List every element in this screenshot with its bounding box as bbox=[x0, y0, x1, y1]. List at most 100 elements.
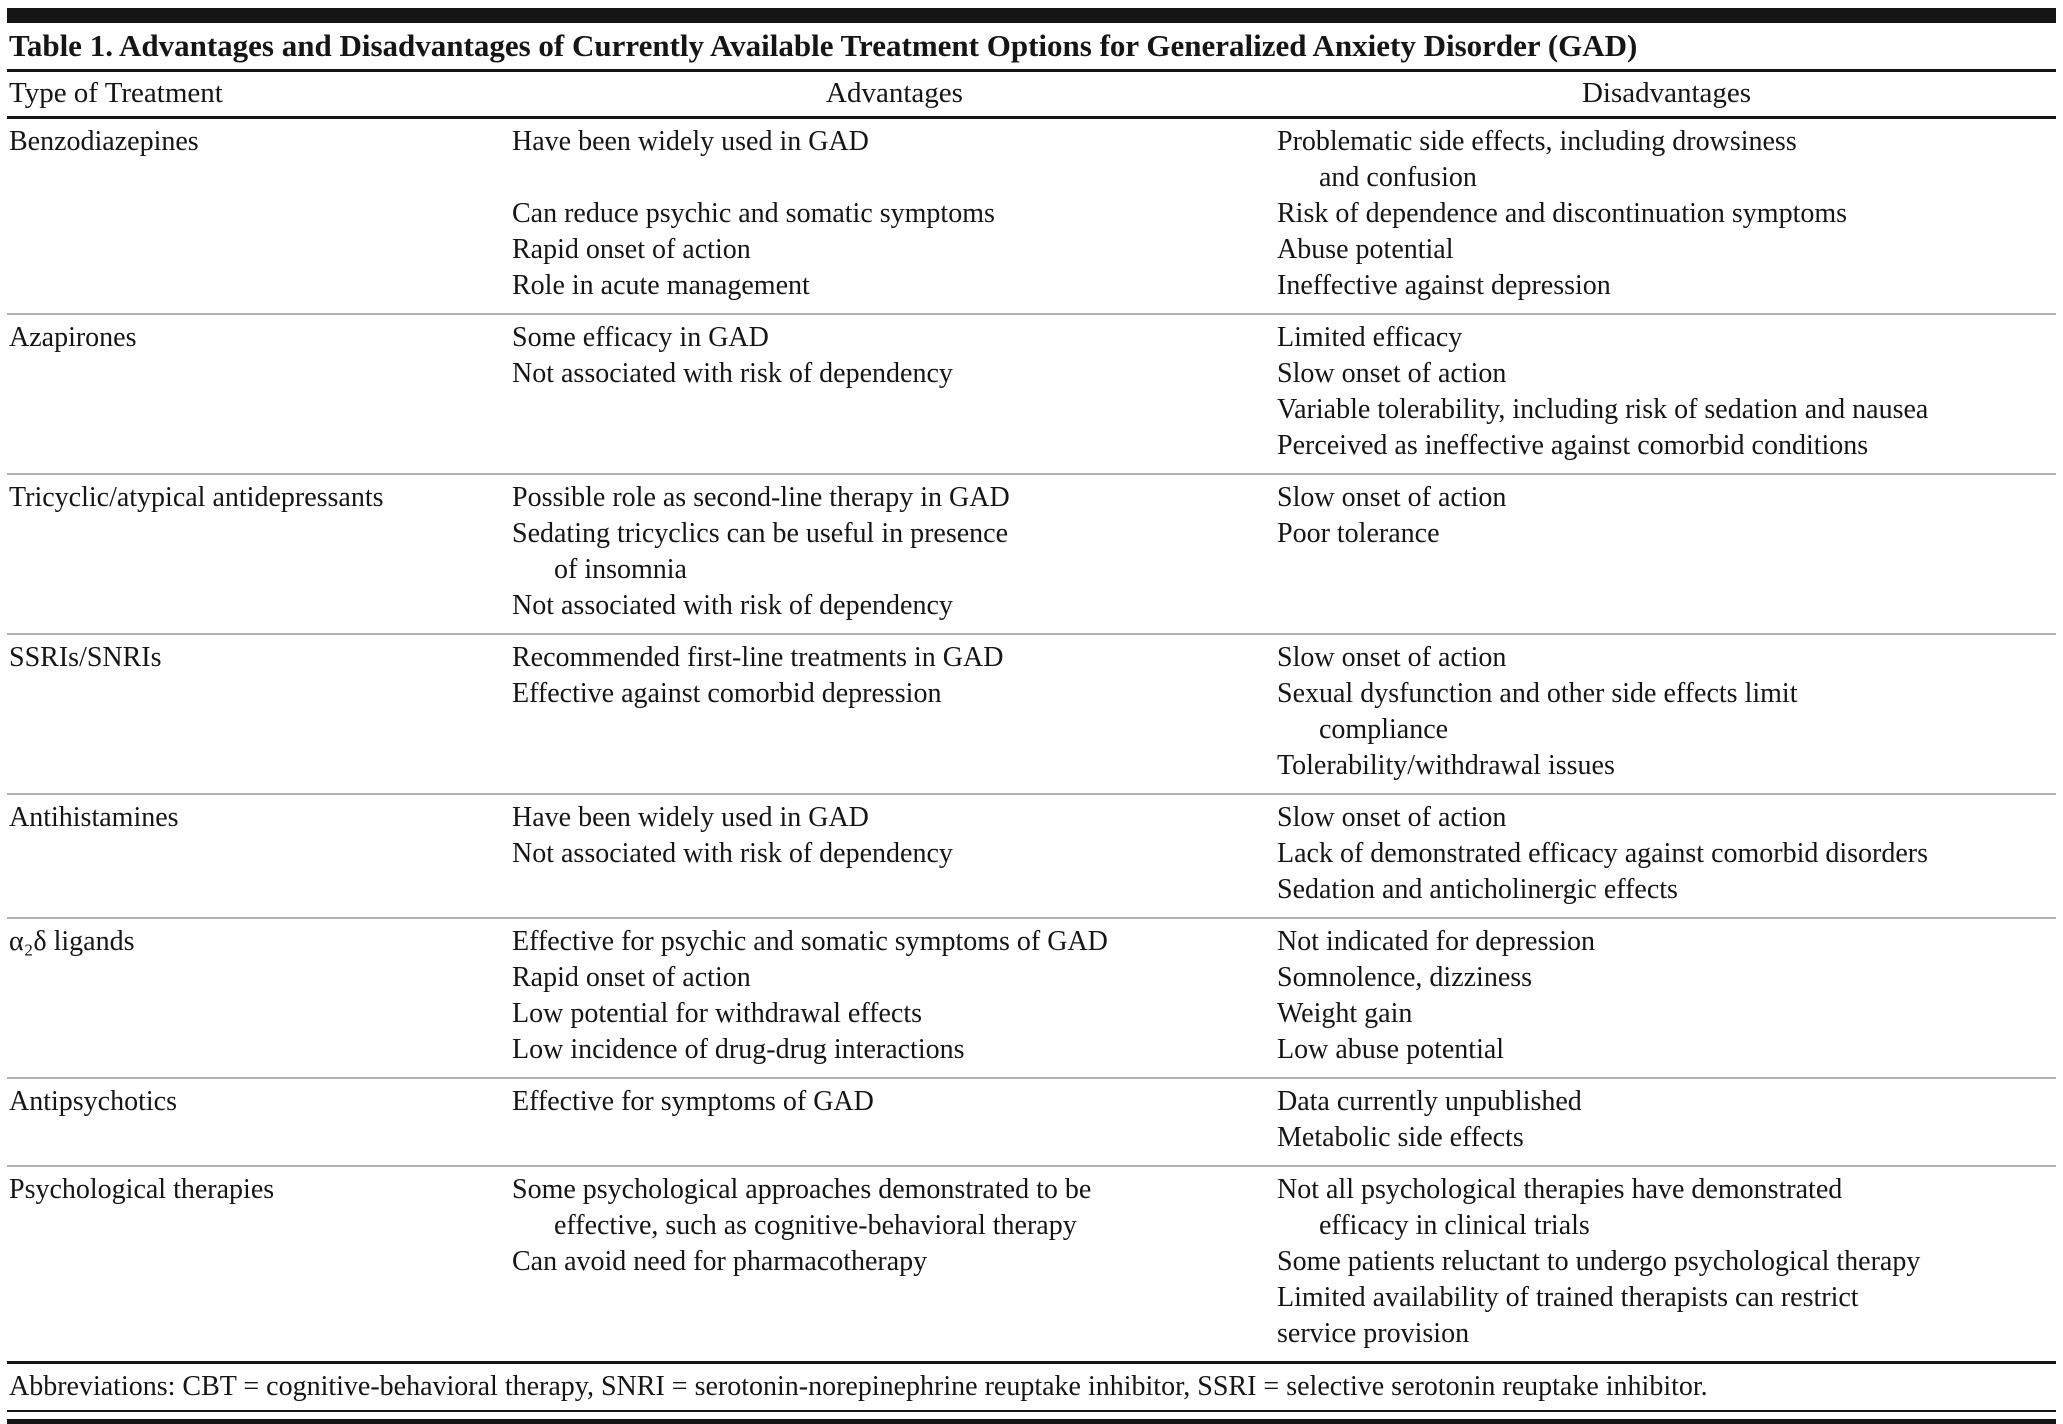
cell-line: Role in acute management bbox=[512, 270, 810, 301]
treatment-name-text: SSRIs/SNRIs bbox=[9, 642, 162, 673]
disadvantages-cell: Limited efficacy Slow onset of action Vari… bbox=[1277, 314, 2056, 475]
abbreviations-footnote: Abbreviations: CBT = cognitive-behaviora… bbox=[7, 1364, 2056, 1412]
cell-line: Somnolence, dizziness bbox=[1277, 962, 1533, 993]
cell-line: and confusion bbox=[1319, 162, 1477, 193]
cell-line: Low abuse potential bbox=[1277, 1034, 1505, 1065]
cell-line: Lack of demonstrated efficacy against co… bbox=[1277, 838, 1929, 869]
treatment-name: α₂δ ligands bbox=[7, 918, 512, 1079]
advantages-cell: Some psychological approaches demonstrat… bbox=[512, 1166, 1277, 1364]
cell-line: Effective for psychic and somatic sympto… bbox=[512, 926, 1108, 957]
cell-line: Not associated with risk of dependency bbox=[512, 358, 953, 389]
cell-line: Slow onset of action bbox=[1277, 358, 1507, 389]
treatment-name-text: Tricyclic/atypical antidepressants bbox=[9, 482, 384, 513]
treatment-name-text: Antipsychotics bbox=[9, 1086, 177, 1117]
table-row: SSRIs/SNRIs Recommended first-line treatm… bbox=[7, 634, 2056, 795]
cell-line: Sexual dysfunction and other side effect… bbox=[1277, 678, 1798, 709]
cell-line: Can avoid need for pharmacotherapy bbox=[512, 1246, 928, 1277]
top-rule bbox=[7, 8, 2056, 23]
cell-line: Rapid onset of action bbox=[512, 234, 751, 265]
cell-line: Effective for symptoms of GAD bbox=[512, 1086, 874, 1117]
advantages-cell: Effective for psychic and somatic sympto… bbox=[512, 918, 1277, 1079]
cell-line: Slow onset of action bbox=[1277, 802, 1507, 833]
cell-line: Low incidence of drug-drug interactions bbox=[512, 1034, 965, 1065]
treatment-name: SSRIs/SNRIs bbox=[7, 634, 512, 795]
cell-line: Slow onset of action bbox=[1277, 482, 1507, 513]
cell-line: Limited availability of trained therapis… bbox=[1277, 1282, 1859, 1313]
cell-line: Slow onset of action bbox=[1277, 642, 1507, 673]
table-figure: Table 1. Advantages and Disadvantages of… bbox=[0, 8, 2063, 1424]
cell-line: Sedation and anticholinergic effects bbox=[1277, 874, 1678, 905]
advantages-cell: Possible role as second-line therapy in … bbox=[512, 474, 1277, 635]
cell-line: Data currently unpublished bbox=[1277, 1086, 1582, 1117]
cell-line: Risk of dependence and discontinuation s… bbox=[1277, 198, 1848, 229]
cell-line: Limited efficacy bbox=[1277, 322, 1463, 353]
table-row: Psychological therapies Some psychologica… bbox=[7, 1166, 2056, 1364]
table-row: Antihistamines Have been widely used in G… bbox=[7, 794, 2056, 919]
cell-line: of insomnia bbox=[554, 554, 687, 585]
treatment-name: Psychological therapies bbox=[7, 1166, 512, 1364]
cell-line: Low potential for withdrawal effects bbox=[512, 998, 923, 1029]
cell-line: Sedating tricyclics can be useful in pre… bbox=[512, 518, 1009, 549]
cell-line: compliance bbox=[1319, 714, 1449, 745]
treatment-name-text: Benzodiazepines bbox=[9, 126, 199, 157]
treatment-name: Antipsychotics bbox=[7, 1078, 512, 1167]
cell-line: Have been widely used in GAD bbox=[512, 802, 869, 833]
cell-line: Tolerability/withdrawal issues bbox=[1277, 750, 1615, 781]
table-row: Antipsychotics Effective for symptoms of … bbox=[7, 1078, 2056, 1167]
bottom-rule bbox=[7, 1419, 2056, 1424]
table-body: Benzodiazepines Have been widely used in … bbox=[7, 117, 2056, 1364]
cell-line: effective, such as cognitive-behavioral … bbox=[554, 1210, 1077, 1241]
cell-line: Metabolic side effects bbox=[1277, 1122, 1524, 1153]
treatment-options-table: Type of Treatment Advantages Disadvantag… bbox=[7, 72, 2056, 1364]
disadvantages-cell: Data currently unpublished Metabolic side… bbox=[1277, 1078, 2056, 1167]
treatment-name: Tricyclic/atypical antidepressants bbox=[7, 474, 512, 635]
treatment-name: Antihistamines bbox=[7, 794, 512, 919]
treatment-name-text: α₂δ ligands bbox=[9, 926, 135, 957]
column-header-disadvantages: Disadvantages bbox=[1277, 72, 2056, 119]
cell-line: Not all psychological therapies have dem… bbox=[1277, 1174, 1843, 1205]
column-header-advantages: Advantages bbox=[512, 72, 1277, 119]
advantages-cell: Recommended first-line treatments in GAD… bbox=[512, 634, 1277, 795]
disadvantages-cell: Problematic side effects, including drow… bbox=[1277, 117, 2056, 315]
disadvantages-cell: Slow onset of action Sexual dysfunction a… bbox=[1277, 634, 2056, 795]
treatment-name-text: Psychological therapies bbox=[9, 1174, 275, 1205]
cell-line: Perceived as ineffective against comorbi… bbox=[1277, 430, 1869, 461]
cell-line: Effective against comorbid depression bbox=[512, 678, 942, 709]
table-row: Azapirones Some efficacy in GAD Not associ… bbox=[7, 314, 2056, 475]
cell-line: Problematic side effects, including drow… bbox=[1277, 126, 1797, 157]
cell-line: Can reduce psychic and somatic symptoms bbox=[512, 198, 995, 229]
header-row: Type of Treatment Advantages Disadvantag… bbox=[7, 72, 2056, 119]
treatment-name: Benzodiazepines bbox=[7, 117, 512, 315]
cell-line: Not indicated for depression bbox=[1277, 926, 1596, 957]
treatment-name: Azapirones bbox=[7, 314, 512, 475]
advantages-cell: Have been widely used in GAD Can reduce … bbox=[512, 117, 1277, 315]
cell-line: Weight gain bbox=[1277, 998, 1413, 1029]
cell-line: Some psychological approaches demonstrat… bbox=[512, 1174, 1092, 1205]
cell-line: Rapid onset of action bbox=[512, 962, 751, 993]
cell-line: Some efficacy in GAD bbox=[512, 322, 769, 353]
advantages-cell: Effective for symptoms of GAD bbox=[512, 1078, 1277, 1167]
cell-line: efficacy in clinical trials bbox=[1319, 1210, 1590, 1241]
advantages-cell: Some efficacy in GAD Not associated with … bbox=[512, 314, 1277, 475]
treatment-name-text: Antihistamines bbox=[9, 802, 179, 833]
cell-line: service provision bbox=[1277, 1318, 1470, 1349]
disadvantages-cell: Not indicated for depression Somnolence, … bbox=[1277, 918, 2056, 1079]
column-header-type-of-treatment: Type of Treatment bbox=[7, 72, 512, 119]
table-row: α₂δ ligands Effective for psychic and som… bbox=[7, 918, 2056, 1079]
cell-line: Recommended first-line treatments in GAD bbox=[512, 642, 1004, 673]
cell-line: Not associated with risk of dependency bbox=[512, 838, 953, 869]
advantages-cell: Have been widely used in GAD Not associat… bbox=[512, 794, 1277, 919]
disadvantages-cell: Slow onset of action Lack of demonstrated… bbox=[1277, 794, 2056, 919]
table-row: Benzodiazepines Have been widely used in … bbox=[7, 117, 2056, 315]
disadvantages-cell: Not all psychological therapies have dem… bbox=[1277, 1166, 2056, 1364]
cell-line: Not associated with risk of dependency bbox=[512, 590, 953, 621]
cell-line: Variable tolerability, including risk of… bbox=[1277, 394, 1929, 425]
disadvantages-cell: Slow onset of action Poor tolerance bbox=[1277, 474, 2056, 635]
spacer-line bbox=[512, 160, 1261, 196]
cell-line: Possible role as second-line therapy in … bbox=[512, 482, 1010, 513]
cell-line: Ineffective against depression bbox=[1277, 270, 1611, 301]
table-row: Tricyclic/atypical antidepressants Possib… bbox=[7, 474, 2056, 635]
cell-line: Poor tolerance bbox=[1277, 518, 1440, 549]
cell-line: Some patients reluctant to undergo psych… bbox=[1277, 1246, 1921, 1277]
cell-line: Abuse potential bbox=[1277, 234, 1454, 265]
